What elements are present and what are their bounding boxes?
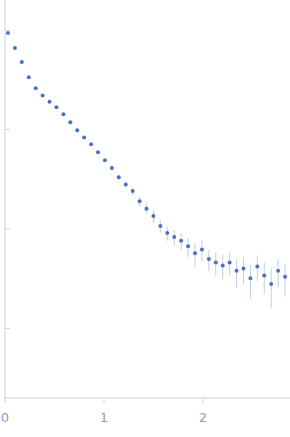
error-bar: [250, 264, 251, 298]
data-point: [89, 142, 93, 146]
error-bar: [285, 263, 286, 296]
y-axis: [5, 0, 6, 398]
plot-area: [6, 31, 287, 308]
data-point: [228, 261, 232, 265]
data-point: [207, 257, 211, 261]
data-point: [96, 150, 100, 154]
data-point: [235, 269, 239, 273]
error-bar: [264, 263, 265, 295]
data-point: [54, 105, 58, 109]
data-point: [117, 175, 121, 179]
y-tick: [5, 228, 10, 229]
error-bar: [243, 257, 244, 284]
data-point: [27, 75, 31, 79]
data-point: [193, 251, 197, 255]
data-point: [151, 214, 155, 218]
x-tick-label: 1: [100, 410, 108, 425]
x-tick-label: 2: [199, 410, 207, 425]
x-tick: [202, 398, 203, 403]
data-point: [61, 112, 65, 116]
data-point: [214, 261, 218, 265]
data-point: [145, 207, 149, 211]
data-point: [248, 276, 252, 280]
data-point: [20, 60, 24, 64]
data-point: [186, 244, 190, 248]
data-point: [6, 31, 10, 35]
data-point: [200, 248, 204, 252]
data-point: [255, 264, 259, 268]
data-point: [158, 224, 162, 228]
data-point: [241, 267, 245, 271]
y-tick: [5, 129, 10, 130]
data-point: [82, 136, 86, 140]
data-point: [165, 231, 169, 235]
data-point: [276, 269, 280, 273]
data-point: [110, 166, 114, 170]
x-tick: [5, 398, 6, 403]
data-point: [103, 158, 107, 162]
x-tick-label: 0: [1, 410, 9, 425]
data-point: [269, 282, 273, 286]
data-point: [124, 182, 128, 186]
data-point: [48, 100, 52, 104]
data-point: [172, 235, 176, 239]
x-axis: [5, 398, 290, 399]
x-tick: [103, 398, 104, 403]
data-point: [221, 263, 225, 267]
data-point: [179, 239, 183, 243]
error-bar: [278, 259, 279, 287]
data-point: [75, 128, 79, 132]
data-point: [131, 189, 135, 193]
y-tick: [5, 328, 10, 329]
data-point: [283, 275, 287, 279]
data-point: [41, 93, 45, 97]
error-bar: [236, 259, 237, 287]
chart: 0 1 2: [0, 0, 290, 437]
y-tick: [5, 29, 10, 30]
error-bar: [271, 269, 272, 309]
data-point: [68, 120, 72, 124]
data-point: [34, 86, 38, 90]
data-point: [262, 274, 266, 278]
data-point: [138, 199, 142, 203]
data-point: [13, 46, 17, 50]
